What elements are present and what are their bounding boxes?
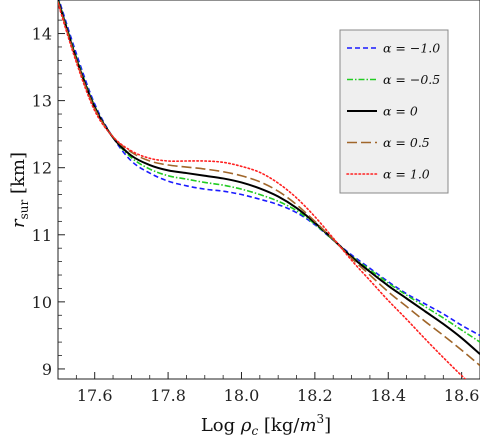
y-axis-title: rsur [km] bbox=[8, 152, 31, 228]
series-line-3 bbox=[58, 1, 480, 367]
series-line-4 bbox=[58, 2, 467, 379]
y-tick-label: 11 bbox=[32, 226, 52, 245]
series-layer bbox=[58, 0, 480, 379]
y-tick-label: 12 bbox=[32, 159, 52, 178]
y-tick-label: 14 bbox=[32, 25, 52, 44]
legend-label-2: α = 0 bbox=[383, 104, 418, 119]
series-line-1 bbox=[58, 0, 480, 343]
x-tick-label: 17.8 bbox=[150, 386, 186, 405]
legend-label-1: α = −0.5 bbox=[383, 72, 440, 87]
series-line-2 bbox=[58, 0, 480, 355]
y-tick-label: 13 bbox=[32, 92, 52, 111]
legend: α = −1.0 α = −0.5 α = 0 α = 0.5 α = 1.0 bbox=[339, 29, 449, 194]
x-ticks: 17.6 17.8 18.0 18.2 18.4 18.6 bbox=[75, 372, 480, 405]
x-tick-label: 18.2 bbox=[297, 386, 333, 405]
legend-label-3: α = 0.5 bbox=[383, 135, 430, 150]
x-tick-label: 18.0 bbox=[224, 386, 260, 405]
legend-label-4: α = 1.0 bbox=[383, 167, 430, 182]
y-tick-label: 9 bbox=[42, 360, 52, 379]
series-line-0 bbox=[58, 0, 480, 337]
y-ticks: 9 10 11 12 13 14 bbox=[32, 6, 65, 379]
x-axis-title: Log ρc [kg/m3] bbox=[201, 412, 331, 438]
y-tick-label: 10 bbox=[32, 293, 52, 312]
legend-label-0: α = −1.0 bbox=[383, 41, 440, 56]
x-tick-label: 17.6 bbox=[77, 386, 113, 405]
x-tick-label: 18.4 bbox=[370, 386, 406, 405]
x-tick-label: 18.6 bbox=[444, 386, 480, 405]
